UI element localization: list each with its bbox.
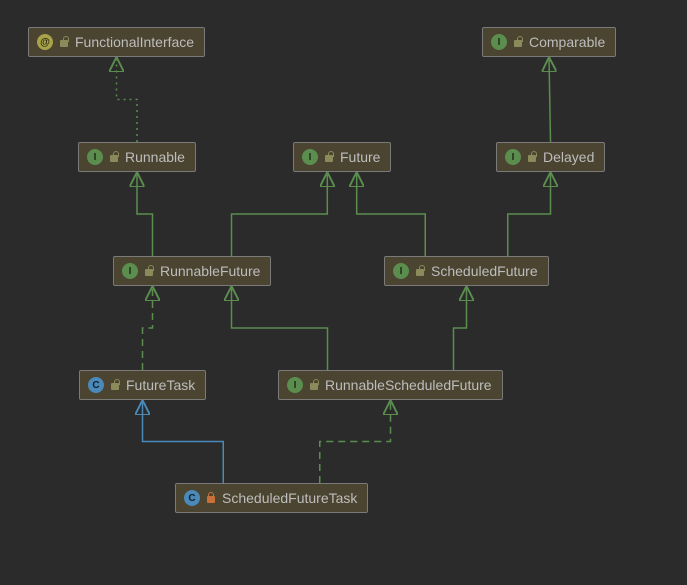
node-label: ScheduledFuture	[431, 263, 538, 279]
node-functionalInterface: @ FunctionalInterface	[28, 27, 205, 57]
lock-closed-icon	[206, 492, 216, 504]
interface-badge-icon: I	[302, 149, 318, 165]
edge	[232, 286, 328, 370]
class-badge-icon: C	[184, 490, 200, 506]
node-label: FunctionalInterface	[75, 34, 194, 50]
node-runnableScheduledFuture: I RunnableScheduledFuture	[278, 370, 503, 400]
edge	[320, 400, 391, 483]
edge	[117, 57, 138, 142]
interface-badge-icon: I	[393, 263, 409, 279]
lock-open-icon	[513, 36, 523, 48]
lock-open-icon	[415, 265, 425, 277]
edge	[143, 286, 153, 370]
lock-open-icon	[110, 379, 120, 391]
edge	[232, 172, 328, 256]
node-futureTask: C FutureTask	[79, 370, 206, 400]
edge	[137, 172, 153, 256]
lock-open-icon	[527, 151, 537, 163]
node-label: RunnableFuture	[160, 263, 260, 279]
class-badge-icon: C	[88, 377, 104, 393]
node-comparable: I Comparable	[482, 27, 616, 57]
edge	[549, 57, 551, 142]
node-label: Comparable	[529, 34, 605, 50]
node-label: ScheduledFutureTask	[222, 490, 357, 506]
lock-open-icon	[144, 265, 154, 277]
node-scheduledFutureTask: C ScheduledFutureTask	[175, 483, 368, 513]
node-label: FutureTask	[126, 377, 195, 393]
interface-badge-icon: I	[505, 149, 521, 165]
node-label: Runnable	[125, 149, 185, 165]
node-future: I Future	[293, 142, 391, 172]
node-runnable: I Runnable	[78, 142, 196, 172]
interface-badge-icon: I	[491, 34, 507, 50]
interface-badge-icon: I	[122, 263, 138, 279]
annotation-badge-icon: @	[37, 34, 53, 50]
lock-open-icon	[324, 151, 334, 163]
node-runnableFuture: I RunnableFuture	[113, 256, 271, 286]
interface-badge-icon: I	[287, 377, 303, 393]
node-delayed: I Delayed	[496, 142, 605, 172]
lock-open-icon	[109, 151, 119, 163]
node-scheduledFuture: I ScheduledFuture	[384, 256, 549, 286]
edge	[143, 400, 224, 483]
edge	[454, 286, 467, 370]
edge	[508, 172, 551, 256]
edge	[357, 172, 426, 256]
node-label: Delayed	[543, 149, 594, 165]
lock-open-icon	[309, 379, 319, 391]
interface-badge-icon: I	[87, 149, 103, 165]
node-label: Future	[340, 149, 380, 165]
lock-open-icon	[59, 36, 69, 48]
node-label: RunnableScheduledFuture	[325, 377, 492, 393]
